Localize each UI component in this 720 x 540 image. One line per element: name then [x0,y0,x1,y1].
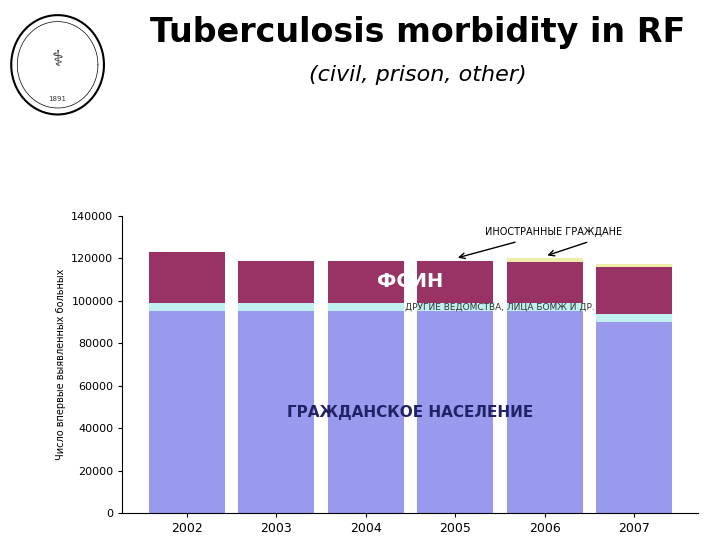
Y-axis label: Число впервые выявленных больных: Число впервые выявленных больных [55,269,66,460]
Text: (civil, prison, other): (civil, prison, other) [309,65,526,85]
Bar [238,260,314,303]
Bar [596,314,672,322]
Text: 1891: 1891 [49,96,67,103]
Bar [417,303,493,312]
Text: ⚕: ⚕ [52,49,63,70]
Text: ДРУГИЕ ВЕДОМСТВА, ЛИЦА БОМЖ И ДР.: ДРУГИЕ ВЕДОМСТВА, ЛИЦА БОМЖ И ДР. [405,303,595,312]
Bar [507,259,582,261]
Text: Tuberculosis morbidity in RF: Tuberculosis morbidity in RF [150,16,685,49]
Bar [507,312,582,513]
Bar [238,303,314,312]
Bar [148,303,225,312]
Bar [148,312,225,513]
Text: ИНОСТРАННЫЕ ГРАЖДАНЕ: ИНОСТРАННЫЕ ГРАЖДАНЕ [485,227,622,237]
Bar [596,322,672,513]
Bar [328,312,404,513]
Text: ФСИН: ФСИН [377,272,444,291]
Bar [417,312,493,513]
Bar [596,267,672,314]
Bar [328,303,404,312]
Bar [507,303,582,312]
Bar [507,261,582,303]
Bar [238,312,314,513]
Bar [148,252,225,303]
Bar [596,264,672,267]
Bar [417,260,493,303]
Bar [328,260,404,303]
Text: ГРАЖДАНСКОЕ НАСЕЛЕНИЕ: ГРАЖДАНСКОЕ НАСЕЛЕНИЕ [287,405,534,420]
